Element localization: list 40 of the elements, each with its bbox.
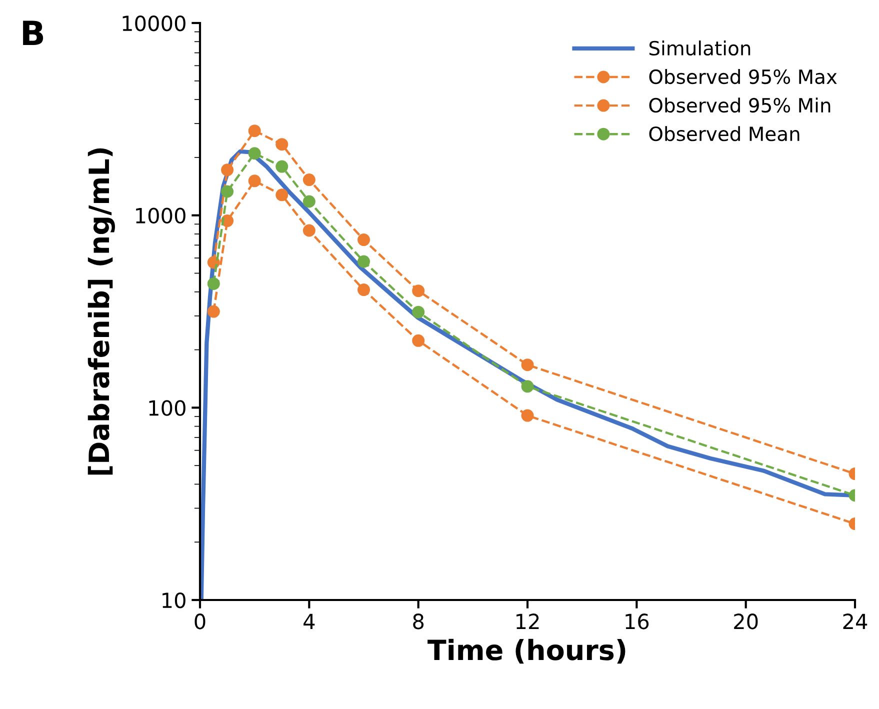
x-tick-label: 24 [843,614,868,630]
point [521,358,534,372]
legend-label: Simulation [649,40,750,56]
point [302,195,316,208]
point [302,174,316,186]
legend-label: Observed Mean [649,126,800,142]
point [248,147,261,160]
x-tick-label: 4 [304,614,315,630]
point [248,124,261,138]
point [248,174,261,188]
point [276,138,288,151]
point [358,284,370,296]
x-tick-label: 16 [626,614,649,630]
chart-title: B [23,20,44,45]
y-tick-label: 10000 [122,15,186,32]
point [521,380,534,393]
x-tick-label: 20 [734,614,758,630]
x-tick-label: 12 [516,614,539,630]
point [221,185,234,198]
point [276,160,288,173]
point [207,277,220,290]
y-tick-label: 1000 [136,208,186,224]
y-tick-label: 10 [162,592,186,608]
point [412,306,425,318]
point [302,224,316,237]
y-tick-label: 100 [149,400,186,416]
point [221,164,234,176]
y-axis-title: [Dabrafenib] (ng/mL) [88,148,115,475]
x-axis-title: Time (hours) [428,638,626,664]
point [412,334,425,347]
point [207,305,220,318]
point [521,409,534,422]
x-tick-label: 8 [413,614,424,630]
legend-label: Observed 95% Min [649,98,830,113]
point [412,284,425,298]
point [358,255,370,268]
point [358,234,370,246]
point [276,188,288,202]
x-tick-label: 0 [194,614,206,630]
legend-label: Observed 95% Max [649,69,837,84]
